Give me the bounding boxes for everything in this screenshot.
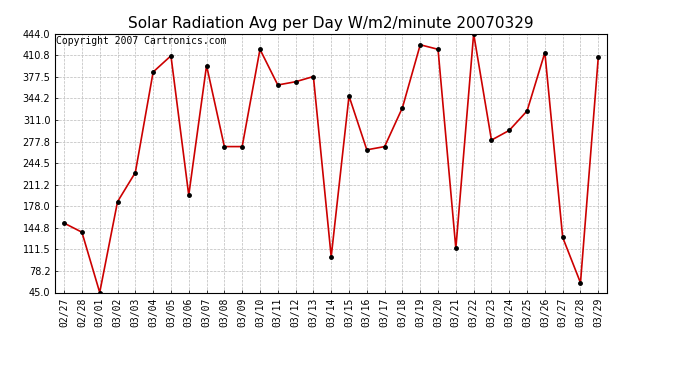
Title: Solar Radiation Avg per Day W/m2/minute 20070329: Solar Radiation Avg per Day W/m2/minute …	[128, 16, 534, 31]
Text: Copyright 2007 Cartronics.com: Copyright 2007 Cartronics.com	[57, 36, 227, 46]
